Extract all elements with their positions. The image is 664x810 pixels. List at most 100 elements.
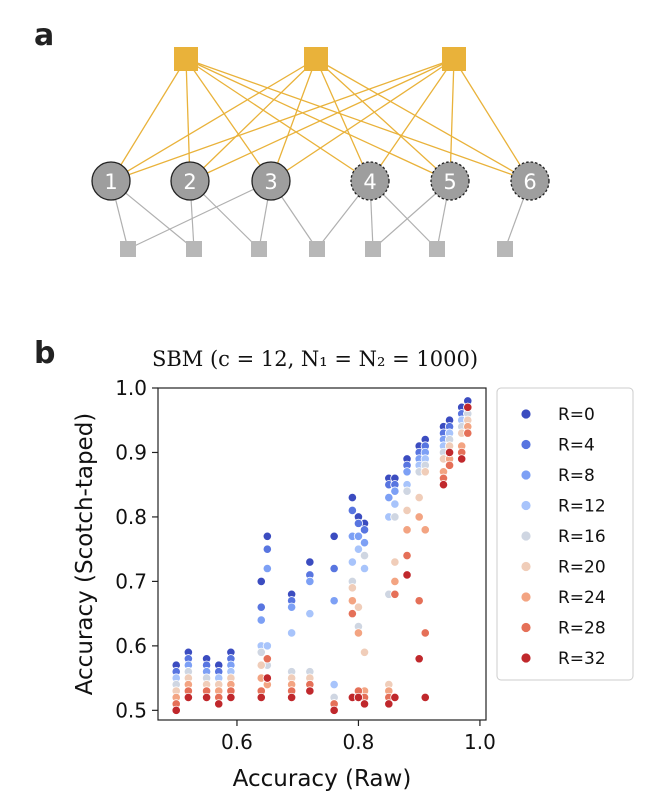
data-point (359, 551, 370, 561)
legend-item: R=4 (520, 436, 595, 456)
data-point (214, 699, 224, 709)
bottom-factor-square (309, 241, 325, 257)
x-tick-label: 0.6 (221, 730, 253, 754)
y-axis-label: Accuracy (Scotch-taped) (72, 413, 98, 696)
legend-marker (520, 530, 532, 542)
top-factor-edge (189, 58, 317, 182)
bottom-factor-square (365, 241, 381, 257)
data-point (256, 660, 266, 670)
data-point (390, 557, 400, 567)
bottom-factor-edge (127, 180, 272, 250)
top-factor-square (442, 47, 466, 71)
bottom-factors (120, 241, 513, 257)
data-point (256, 692, 266, 703)
legend-marker (520, 591, 532, 603)
data-point (353, 692, 364, 703)
legend-item: R=0 (520, 405, 595, 425)
data-point (305, 557, 315, 567)
data-point (329, 531, 339, 541)
data-point (359, 699, 370, 709)
data-point (438, 480, 449, 490)
data-point (402, 486, 412, 496)
legend-label: R=12 (558, 497, 606, 517)
factor-graph-diagram: 1 2 3 4 5 6 (91, 47, 550, 257)
data-point (384, 699, 394, 709)
top-factor-edge (110, 58, 187, 182)
top-factor-edge (315, 58, 451, 182)
legend-item: R=20 (520, 558, 606, 578)
data-point (402, 551, 412, 561)
data-point (420, 628, 430, 638)
data-point (287, 628, 297, 638)
variable-node-label: 1 (104, 170, 117, 194)
data-point (463, 402, 473, 412)
variable-node-3 (251, 161, 291, 201)
top-factor-edge (185, 58, 272, 182)
variable-node-label: 6 (523, 170, 536, 194)
legend-box (496, 387, 634, 681)
top-factor-edge (369, 58, 455, 182)
data-point (305, 686, 315, 696)
legend-item: R=28 (520, 619, 606, 639)
data-point (420, 467, 430, 477)
legend-marker (520, 469, 532, 481)
top-factor-square (174, 47, 198, 71)
variable-node-4 (350, 161, 390, 201)
data-point (262, 654, 272, 664)
data-point (359, 563, 370, 574)
top-factor-edge (185, 58, 191, 182)
chart-title: SBM (c = 12, N₁ = N₂ = 1000) (152, 347, 478, 371)
data-point (329, 705, 339, 715)
chart-ticks: 0.6 0.8 1.0 0.5 0.6 0.7 0.8 0.9 1.0 (115, 376, 496, 754)
data-point (420, 525, 430, 535)
legend-marker (520, 652, 532, 664)
data-point (353, 531, 364, 541)
data-point (390, 512, 400, 522)
series-R=20 (171, 415, 473, 709)
data-point (444, 447, 455, 458)
variable-node-1 (91, 161, 131, 201)
data-point (347, 505, 357, 516)
variable-node-label: 2 (183, 170, 196, 194)
data-point (262, 531, 272, 541)
top-factor-edge (185, 58, 451, 182)
legend-item: R=12 (520, 497, 606, 517)
data-point (353, 628, 364, 638)
data-point (256, 576, 266, 586)
top-factor-edge (110, 58, 317, 182)
bottom-factor-square (120, 241, 136, 257)
bottom-factor-square (251, 241, 267, 257)
top-factor-edge (185, 58, 371, 182)
data-point (353, 544, 364, 554)
legend-marker (520, 408, 532, 420)
data-point (414, 492, 424, 503)
y-tick-label: 0.5 (115, 698, 147, 722)
legend-marker (520, 622, 532, 633)
legend-label: R=8 (558, 466, 595, 486)
top-factor-edge (270, 58, 455, 182)
data-point (384, 492, 394, 503)
data-point (262, 641, 272, 651)
series-R=28 (171, 428, 473, 709)
data-point (359, 647, 370, 657)
legend-marker (520, 500, 532, 511)
top-factors (174, 47, 466, 71)
top-factor-edge (270, 58, 317, 182)
data-point (329, 679, 339, 690)
data-point (262, 673, 272, 683)
legend-item: R=16 (520, 527, 606, 547)
data-point (402, 570, 412, 580)
data-point (262, 544, 272, 554)
variable-node-6 (510, 161, 550, 201)
panel-a-label: a (34, 18, 55, 53)
variable-node-label: 4 (363, 170, 376, 194)
x-tick-label: 0.8 (343, 730, 375, 754)
legend-label: R=20 (558, 558, 606, 578)
legend-label: R=24 (558, 588, 606, 608)
data-point (463, 428, 473, 438)
y-tick-label: 0.6 (115, 634, 147, 658)
data-point (414, 596, 424, 606)
data-point (402, 525, 412, 535)
data-point (347, 596, 357, 606)
